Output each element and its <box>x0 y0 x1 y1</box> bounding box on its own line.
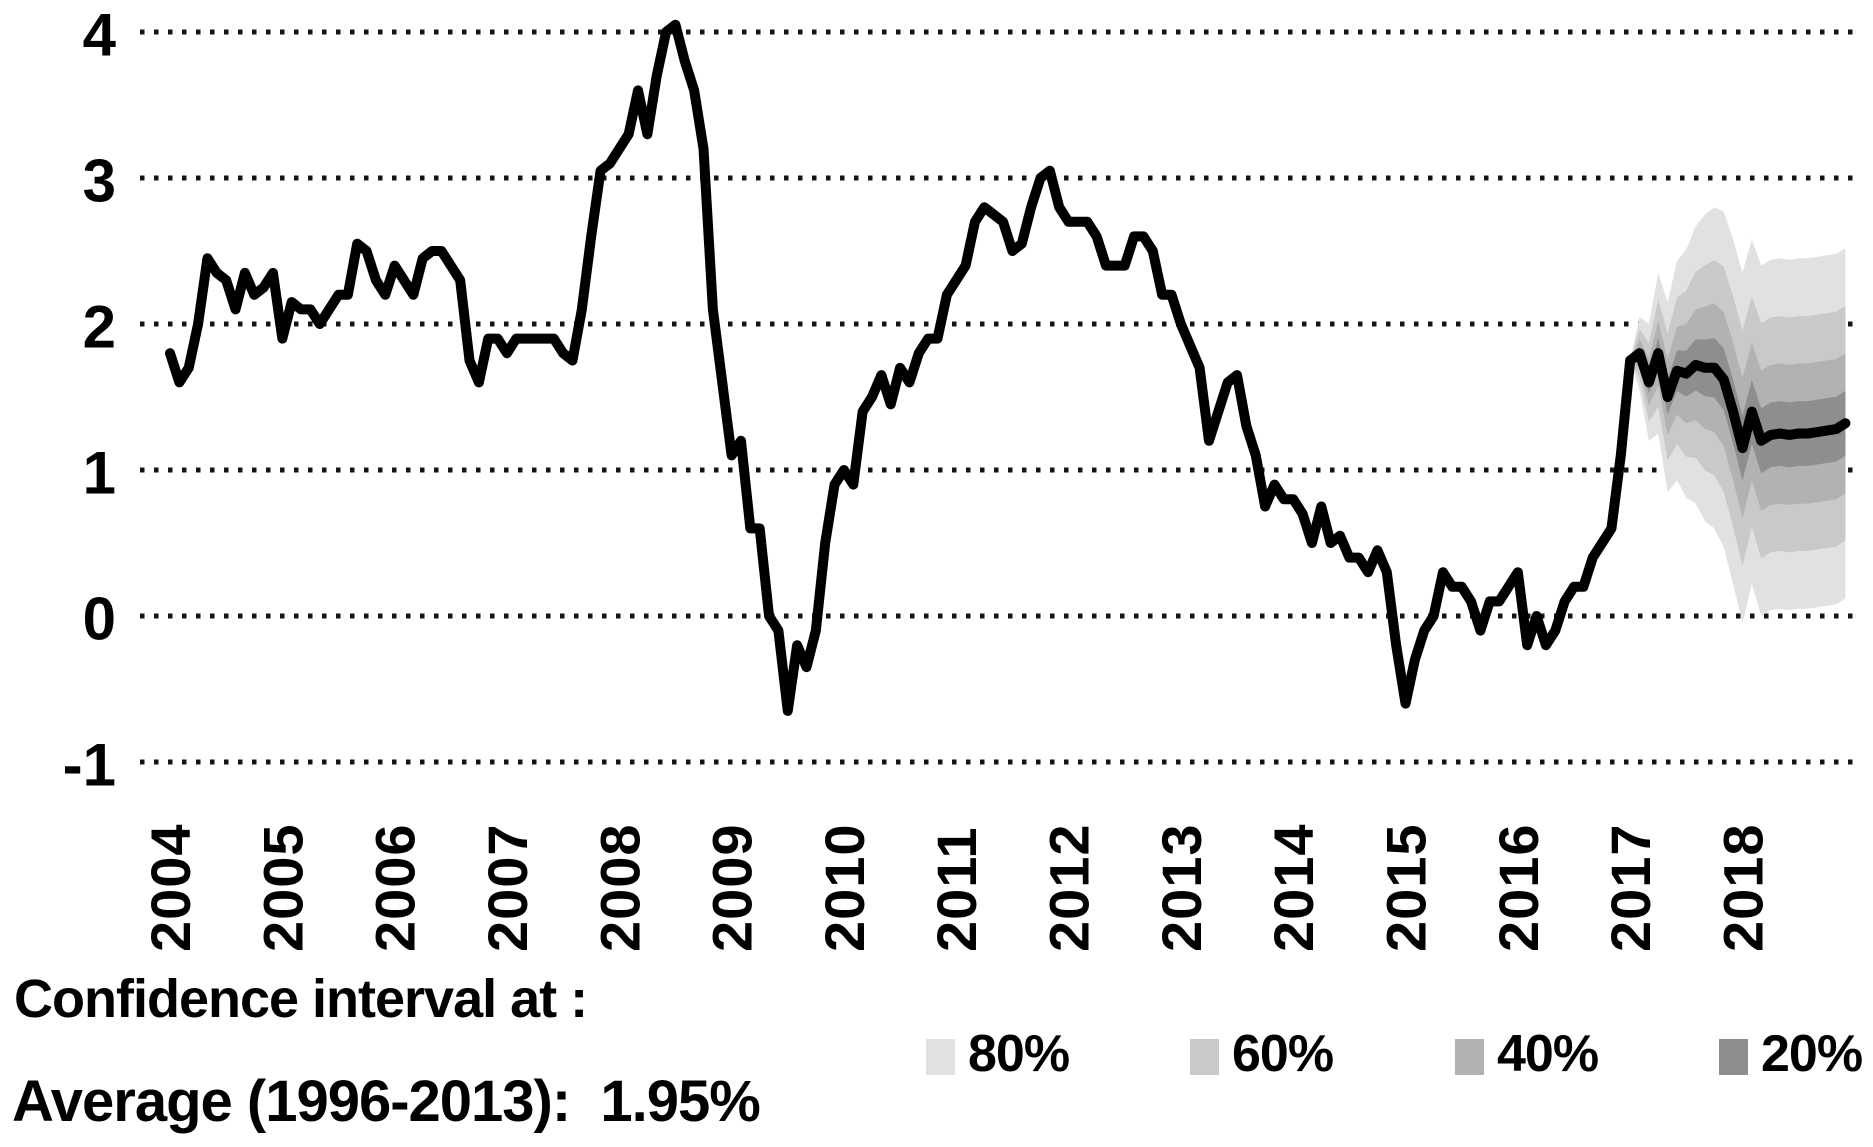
svg-text:2012: 2012 <box>1038 823 1101 952</box>
confidence-interval-caption: Confidence interval at : <box>14 969 588 1029</box>
svg-text:1: 1 <box>83 440 116 507</box>
svg-text:2005: 2005 <box>251 823 314 952</box>
legend-swatch-80-icon <box>926 1039 955 1075</box>
svg-text:2008: 2008 <box>588 823 651 952</box>
svg-text:3: 3 <box>83 148 116 215</box>
average-caption: Average (1996-2013): 1.95% <box>12 1069 761 1134</box>
svg-text:2004: 2004 <box>139 823 202 952</box>
legend-label-80: 80% <box>968 1025 1070 1083</box>
svg-text:2015: 2015 <box>1375 823 1438 952</box>
legend-swatch-20-icon <box>1719 1039 1748 1075</box>
legend-swatch-60-icon <box>1190 1039 1219 1075</box>
svg-text:2006: 2006 <box>364 823 427 952</box>
svg-text:2017: 2017 <box>1599 823 1662 952</box>
svg-text:2009: 2009 <box>701 823 764 952</box>
legend-label-60: 60% <box>1232 1025 1334 1083</box>
legend-item-60: 60% <box>1190 1024 1334 1084</box>
legend-item-20: 20% <box>1719 1024 1863 1084</box>
svg-text:2: 2 <box>83 294 116 361</box>
svg-text:0: 0 <box>83 586 116 653</box>
legend-label-20: 20% <box>1761 1025 1863 1083</box>
svg-text:2014: 2014 <box>1262 823 1325 952</box>
svg-text:2007: 2007 <box>476 823 539 952</box>
svg-text:2011: 2011 <box>925 827 988 953</box>
svg-text:4: 4 <box>83 2 117 69</box>
svg-text:-1: -1 <box>63 732 116 799</box>
legend-item-40: 40% <box>1455 1024 1599 1084</box>
svg-text:2016: 2016 <box>1487 823 1550 952</box>
svg-text:2010: 2010 <box>813 823 876 952</box>
svg-text:2013: 2013 <box>1150 823 1213 952</box>
legend-item-80: 80% <box>926 1024 1070 1084</box>
svg-text:2018: 2018 <box>1711 823 1774 952</box>
legend-label-40: 40% <box>1497 1025 1599 1083</box>
legend-swatch-40-icon <box>1455 1039 1484 1075</box>
